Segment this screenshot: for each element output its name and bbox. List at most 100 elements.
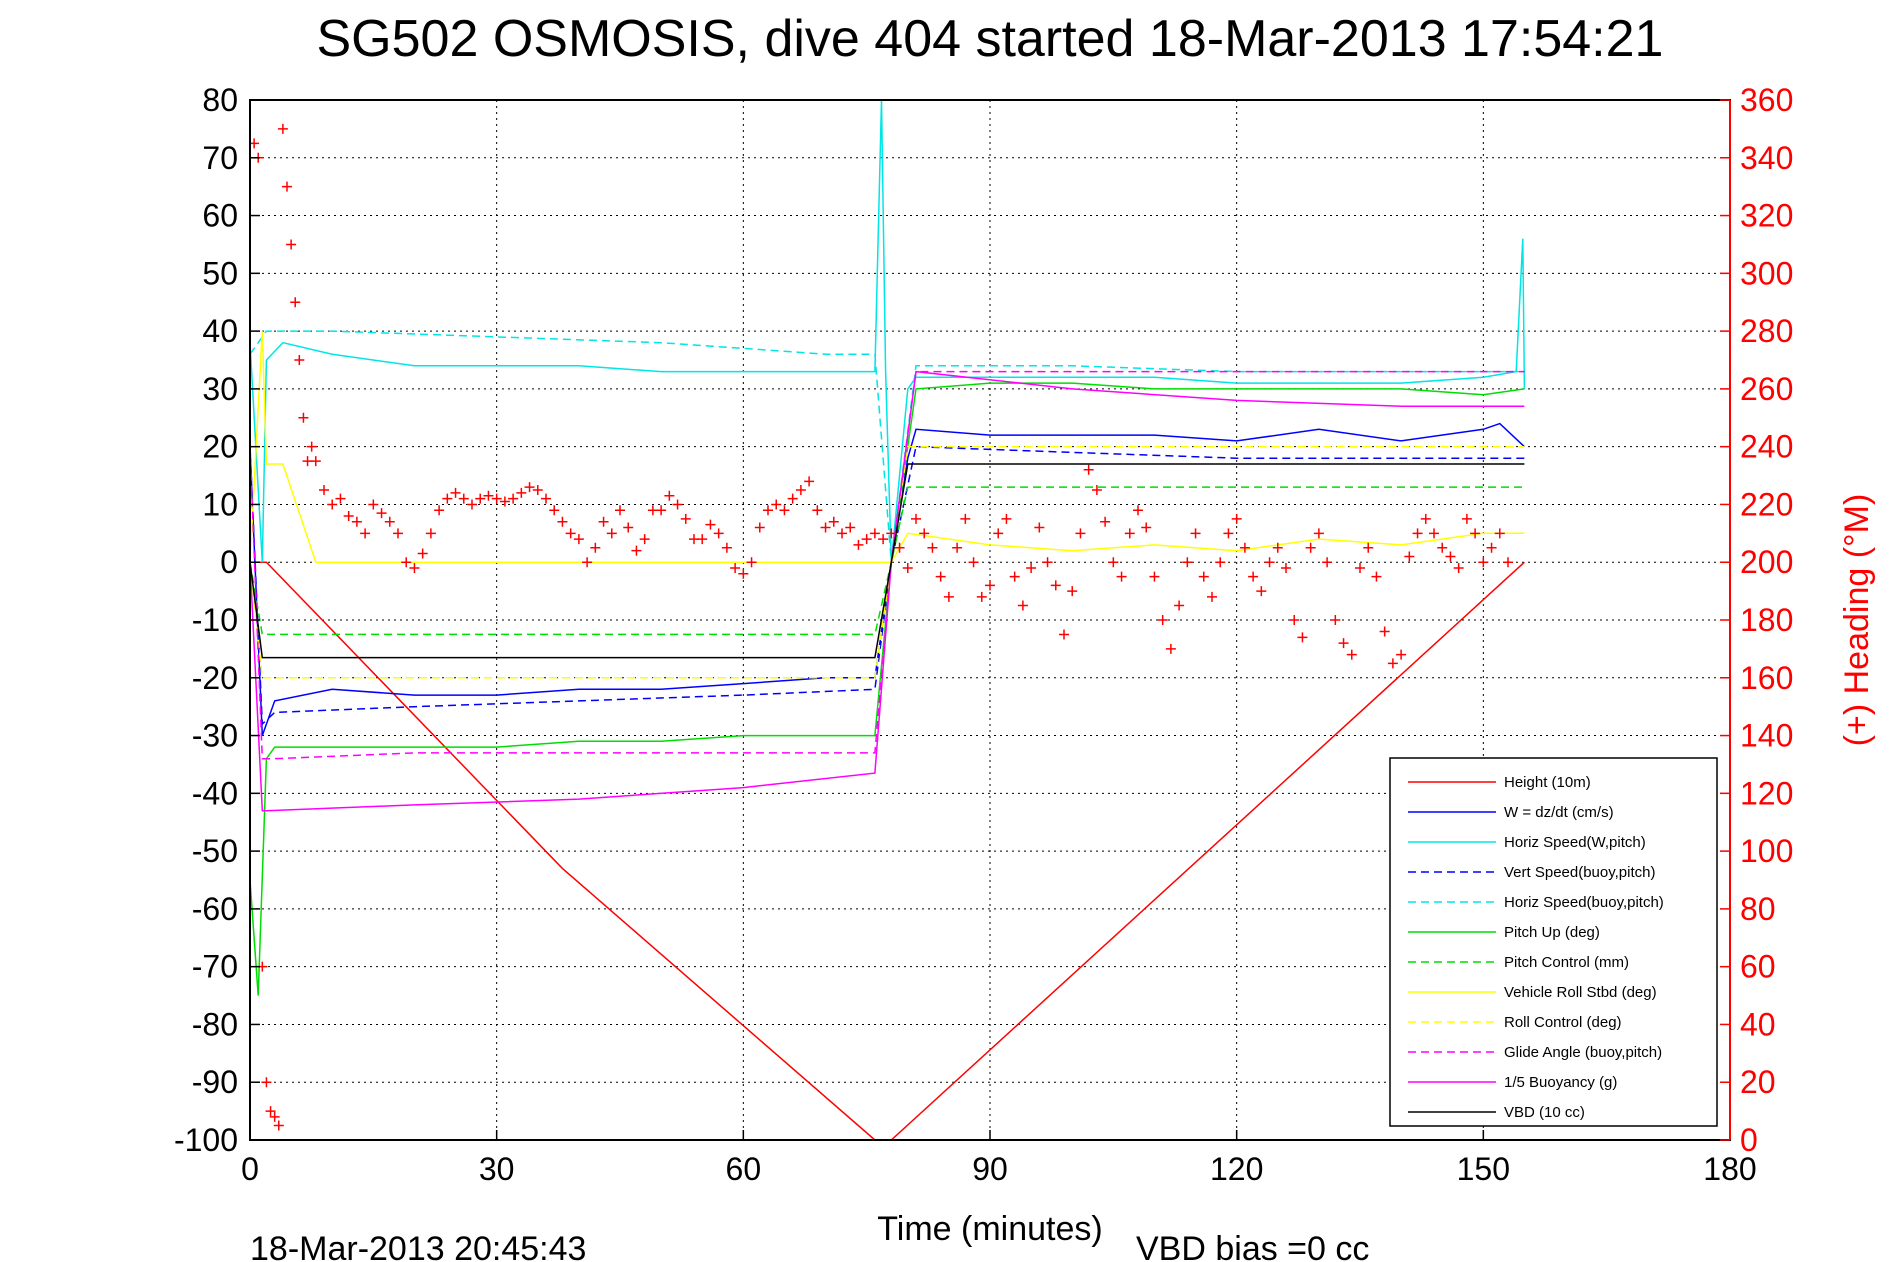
x-tick-label: 150: [1457, 1151, 1510, 1187]
heading-marker: [1248, 571, 1259, 582]
heading-marker: [1363, 542, 1374, 553]
heading-marker: [1116, 571, 1127, 582]
heading-marker: [598, 516, 609, 527]
heading-marker: [1420, 513, 1431, 524]
heading-marker: [1387, 658, 1398, 669]
heading-marker: [541, 493, 551, 504]
heading-marker: [277, 123, 288, 134]
legend-label: Roll Control (deg): [1504, 1014, 1622, 1031]
heading-marker: [409, 563, 420, 573]
heading-marker: [1330, 615, 1341, 625]
heading-marker: [804, 476, 815, 487]
legend-label: Pitch Control (mm): [1504, 954, 1629, 971]
heading-marker: [1404, 551, 1415, 562]
legend-label: Vehicle Roll Stbd (deg): [1504, 984, 1657, 1001]
heading-marker: [820, 522, 831, 533]
heading-marker: [351, 516, 362, 527]
y-tick-label: -70: [192, 949, 238, 985]
y-right-tick-label: 20: [1740, 1064, 1776, 1100]
y-tick-label: -80: [192, 1006, 238, 1042]
y-axis-right-ticks: 3603403203002802602402202001801601401201…: [1720, 82, 1793, 1158]
heading-marker: [483, 490, 494, 501]
heading-marker: [664, 490, 675, 501]
heading-marker: [417, 548, 428, 559]
heading-marker: [458, 493, 469, 504]
series-line: [249, 99, 1526, 563]
heading-marker: [845, 522, 856, 533]
heading-marker: [516, 487, 527, 498]
heading-marker: [1412, 528, 1423, 539]
heading-marker: [298, 412, 309, 423]
x-tick-label: 60: [726, 1151, 762, 1187]
heading-marker: [1001, 513, 1012, 524]
heading-marker: [282, 181, 292, 192]
heading-marker: [779, 505, 790, 516]
heading-marker: [878, 534, 889, 545]
y-right-tick-label: 220: [1740, 486, 1793, 522]
legend-label: Vert Speed(buoy,pitch): [1504, 864, 1655, 881]
heading-marker: [1396, 649, 1407, 660]
heading-marker: [499, 496, 510, 507]
heading-marker: [1338, 638, 1349, 649]
heading-marker: [861, 534, 872, 545]
heading-marker: [310, 456, 321, 467]
heading-marker: [1305, 542, 1316, 553]
legend-label: Horiz Speed(buoy,pitch): [1504, 894, 1664, 911]
heading-marker: [1289, 615, 1300, 625]
y-tick-label: 40: [202, 313, 238, 349]
heading-marker: [1059, 629, 1069, 640]
heading-marker: [672, 499, 683, 510]
heading-marker: [1165, 643, 1176, 654]
heading-marker: [746, 557, 757, 568]
y-tick-label: 20: [202, 429, 238, 465]
heading-marker: [532, 485, 543, 495]
heading-marker: [368, 499, 379, 510]
heading-marker: [960, 513, 971, 524]
heading-marker: [1256, 586, 1267, 597]
heading-marker: [294, 355, 305, 365]
grid: [250, 100, 1730, 1140]
y-right-tick-label: 200: [1740, 544, 1793, 580]
heading-marker: [286, 239, 297, 250]
heading-marker: [1026, 563, 1037, 573]
heading-marker: [1075, 528, 1086, 539]
heading-marker: [1478, 557, 1489, 568]
heading-marker: [985, 580, 995, 591]
heading-marker: [1190, 528, 1201, 539]
x-tick-label: 120: [1210, 1151, 1263, 1187]
heading-marker: [763, 505, 773, 516]
y-right-tick-label: 180: [1740, 602, 1793, 638]
y-tick-label: 30: [202, 371, 238, 407]
heading-marker: [968, 557, 979, 568]
series-line: [249, 486, 1525, 636]
heading-marker: [1429, 528, 1439, 539]
x-tick-label: 90: [972, 1151, 1008, 1187]
footer-timestamp: 18-Mar-2013 20:45:43: [250, 1230, 586, 1262]
heading-marker: [376, 508, 387, 519]
heading-marker: [1371, 571, 1382, 582]
heading-marker: [442, 493, 453, 504]
heading-marker: [1157, 615, 1168, 625]
y-right-tick-label: 240: [1740, 429, 1793, 465]
heading-marker: [1133, 505, 1143, 516]
heading-marker: [273, 1120, 284, 1131]
heading-marker: [795, 485, 806, 495]
heading-marker: [993, 528, 1004, 539]
heading-marker: [894, 542, 905, 553]
heading-series: [249, 124, 1513, 1131]
heading-marker: [434, 505, 445, 516]
heading-marker: [1198, 571, 1209, 582]
y-tick-label: 80: [202, 82, 238, 118]
heading-marker: [976, 591, 987, 602]
heading-marker: [1346, 649, 1357, 660]
heading-marker: [631, 545, 642, 556]
y-right-tick-label: 300: [1740, 255, 1793, 291]
heading-marker: [1281, 563, 1291, 573]
heading-marker: [943, 591, 954, 602]
heading-marker: [697, 534, 708, 545]
heading-marker: [1355, 563, 1365, 573]
heading-marker: [853, 539, 864, 550]
heading-marker: [705, 519, 716, 530]
heading-marker: [1486, 542, 1497, 553]
heading-marker: [919, 528, 930, 539]
